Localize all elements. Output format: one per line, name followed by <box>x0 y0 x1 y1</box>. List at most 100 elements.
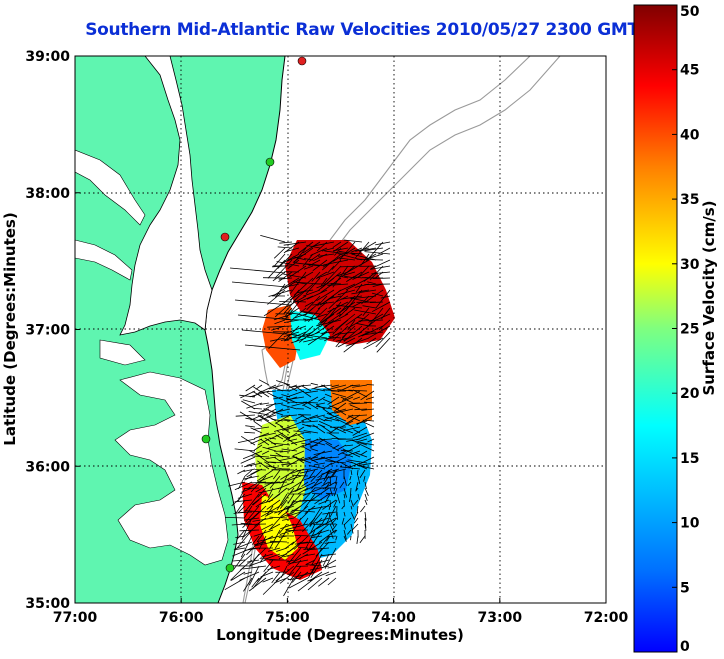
velocity-arrow <box>263 408 284 416</box>
velocity-arrow <box>371 271 391 275</box>
lon-tick-label: 75:00 <box>265 610 310 626</box>
velocity-arrow <box>304 553 316 557</box>
velocity-arrow <box>296 313 321 321</box>
velocity-arrow <box>267 444 284 449</box>
velocity-arrow <box>338 307 349 318</box>
velocity-arrow <box>353 429 361 434</box>
velocity-arrow <box>283 577 295 597</box>
velocity-arrow <box>333 499 338 508</box>
velocity-arrow <box>308 523 323 535</box>
velocity-arrow <box>350 505 353 510</box>
velocity-arrow <box>362 419 375 422</box>
velocity-arrow <box>256 414 277 422</box>
velocity-arrow <box>327 301 349 313</box>
velocity-arrow <box>364 493 368 502</box>
velocity-arrow <box>245 384 256 392</box>
velocity-arrow <box>345 277 370 291</box>
velocity-arrow <box>354 511 359 519</box>
velocity-arrow <box>303 430 319 434</box>
velocity-arrow <box>301 442 312 446</box>
velocity-arrow <box>284 312 300 315</box>
velocity-arrow <box>286 390 305 398</box>
colorbar-tick-label: 10 <box>680 516 700 532</box>
velocity-arrow <box>297 487 309 495</box>
velocity-arrow <box>273 247 286 259</box>
velocity-arrow <box>243 517 260 521</box>
velocity-arrow <box>309 440 326 446</box>
velocity-arrow <box>303 401 319 404</box>
velocity-arrow <box>327 265 335 274</box>
velocity-arrow <box>337 396 354 405</box>
velocity-arrow <box>280 337 293 341</box>
velocity-arrow <box>317 416 326 422</box>
velocity-arrow <box>304 301 314 307</box>
velocity-arrow <box>270 337 286 342</box>
velocity-arrow <box>325 571 337 577</box>
velocity-arrow <box>255 384 263 390</box>
velocity-arrow <box>259 499 274 505</box>
velocity-arrow <box>273 253 286 268</box>
velocity-arrow <box>304 481 323 492</box>
velocity-arrow <box>324 419 333 422</box>
velocity-arrow <box>309 565 330 571</box>
velocity-arrow <box>251 493 267 506</box>
velocity-arrow <box>349 475 352 481</box>
velocity-arrow <box>284 289 300 309</box>
velocity-arrow <box>321 468 340 475</box>
station-marker <box>297 56 307 66</box>
velocity-arrow <box>257 414 270 422</box>
velocity-arrow <box>333 406 347 416</box>
velocity-arrow <box>288 577 309 589</box>
velocity-arrow <box>365 396 375 400</box>
colorbar-tick-label: 40 <box>680 127 700 143</box>
velocity-arrow <box>257 535 281 542</box>
velocity-arrow <box>364 487 369 496</box>
velocity-arrow <box>301 423 312 428</box>
velocity-arrow <box>343 239 363 243</box>
velocity-arrow <box>336 271 349 277</box>
velocity-arrow <box>350 247 363 253</box>
velocity-arrow <box>312 301 335 306</box>
velocity-arrow <box>314 462 326 466</box>
velocity-arrow <box>350 523 354 534</box>
velocity-arrow <box>345 289 363 312</box>
velocity-arrow <box>294 301 307 303</box>
velocity-arrow <box>280 434 298 446</box>
velocity-arrow <box>309 487 330 502</box>
velocity-arrow <box>326 535 331 542</box>
velocity-arrow <box>279 301 293 303</box>
velocity-arrow <box>274 457 284 464</box>
velocity-arrow <box>287 481 302 491</box>
velocity-arrow <box>244 344 301 351</box>
velocity-arrow <box>305 401 319 410</box>
velocity-arrow <box>332 392 347 398</box>
velocity-arrow <box>269 529 281 550</box>
velocity-arrow <box>343 529 347 540</box>
velocity-arrow <box>281 462 298 466</box>
velocity-arrow <box>260 553 274 558</box>
velocity-arrow <box>244 431 256 434</box>
velocity-arrow <box>323 259 349 266</box>
velocity-arrow <box>264 437 277 446</box>
velocity-arrow <box>360 450 368 456</box>
velocity-arrow <box>295 386 312 398</box>
velocity-arrow <box>243 475 260 480</box>
velocity-arrow <box>273 577 288 584</box>
velocity-arrow <box>283 295 300 314</box>
velocity-arrow <box>230 565 246 581</box>
velocity-arrow <box>367 438 375 443</box>
velocity-arrow <box>246 462 256 466</box>
velocity-arrow <box>251 535 260 545</box>
velocity-arrow <box>351 523 359 531</box>
velocity-arrow <box>253 386 270 398</box>
velocity-arrow <box>238 553 253 567</box>
velocity-arrow <box>278 523 288 534</box>
velocity-arrow <box>348 415 361 422</box>
velocity-arrow <box>324 414 340 420</box>
velocity-arrow <box>238 511 253 514</box>
velocity-arrow <box>354 309 377 315</box>
velocity-arrow <box>293 313 307 319</box>
velocity-arrow <box>253 541 267 546</box>
velocity-arrow <box>268 437 277 440</box>
velocity-arrow <box>291 509 316 513</box>
